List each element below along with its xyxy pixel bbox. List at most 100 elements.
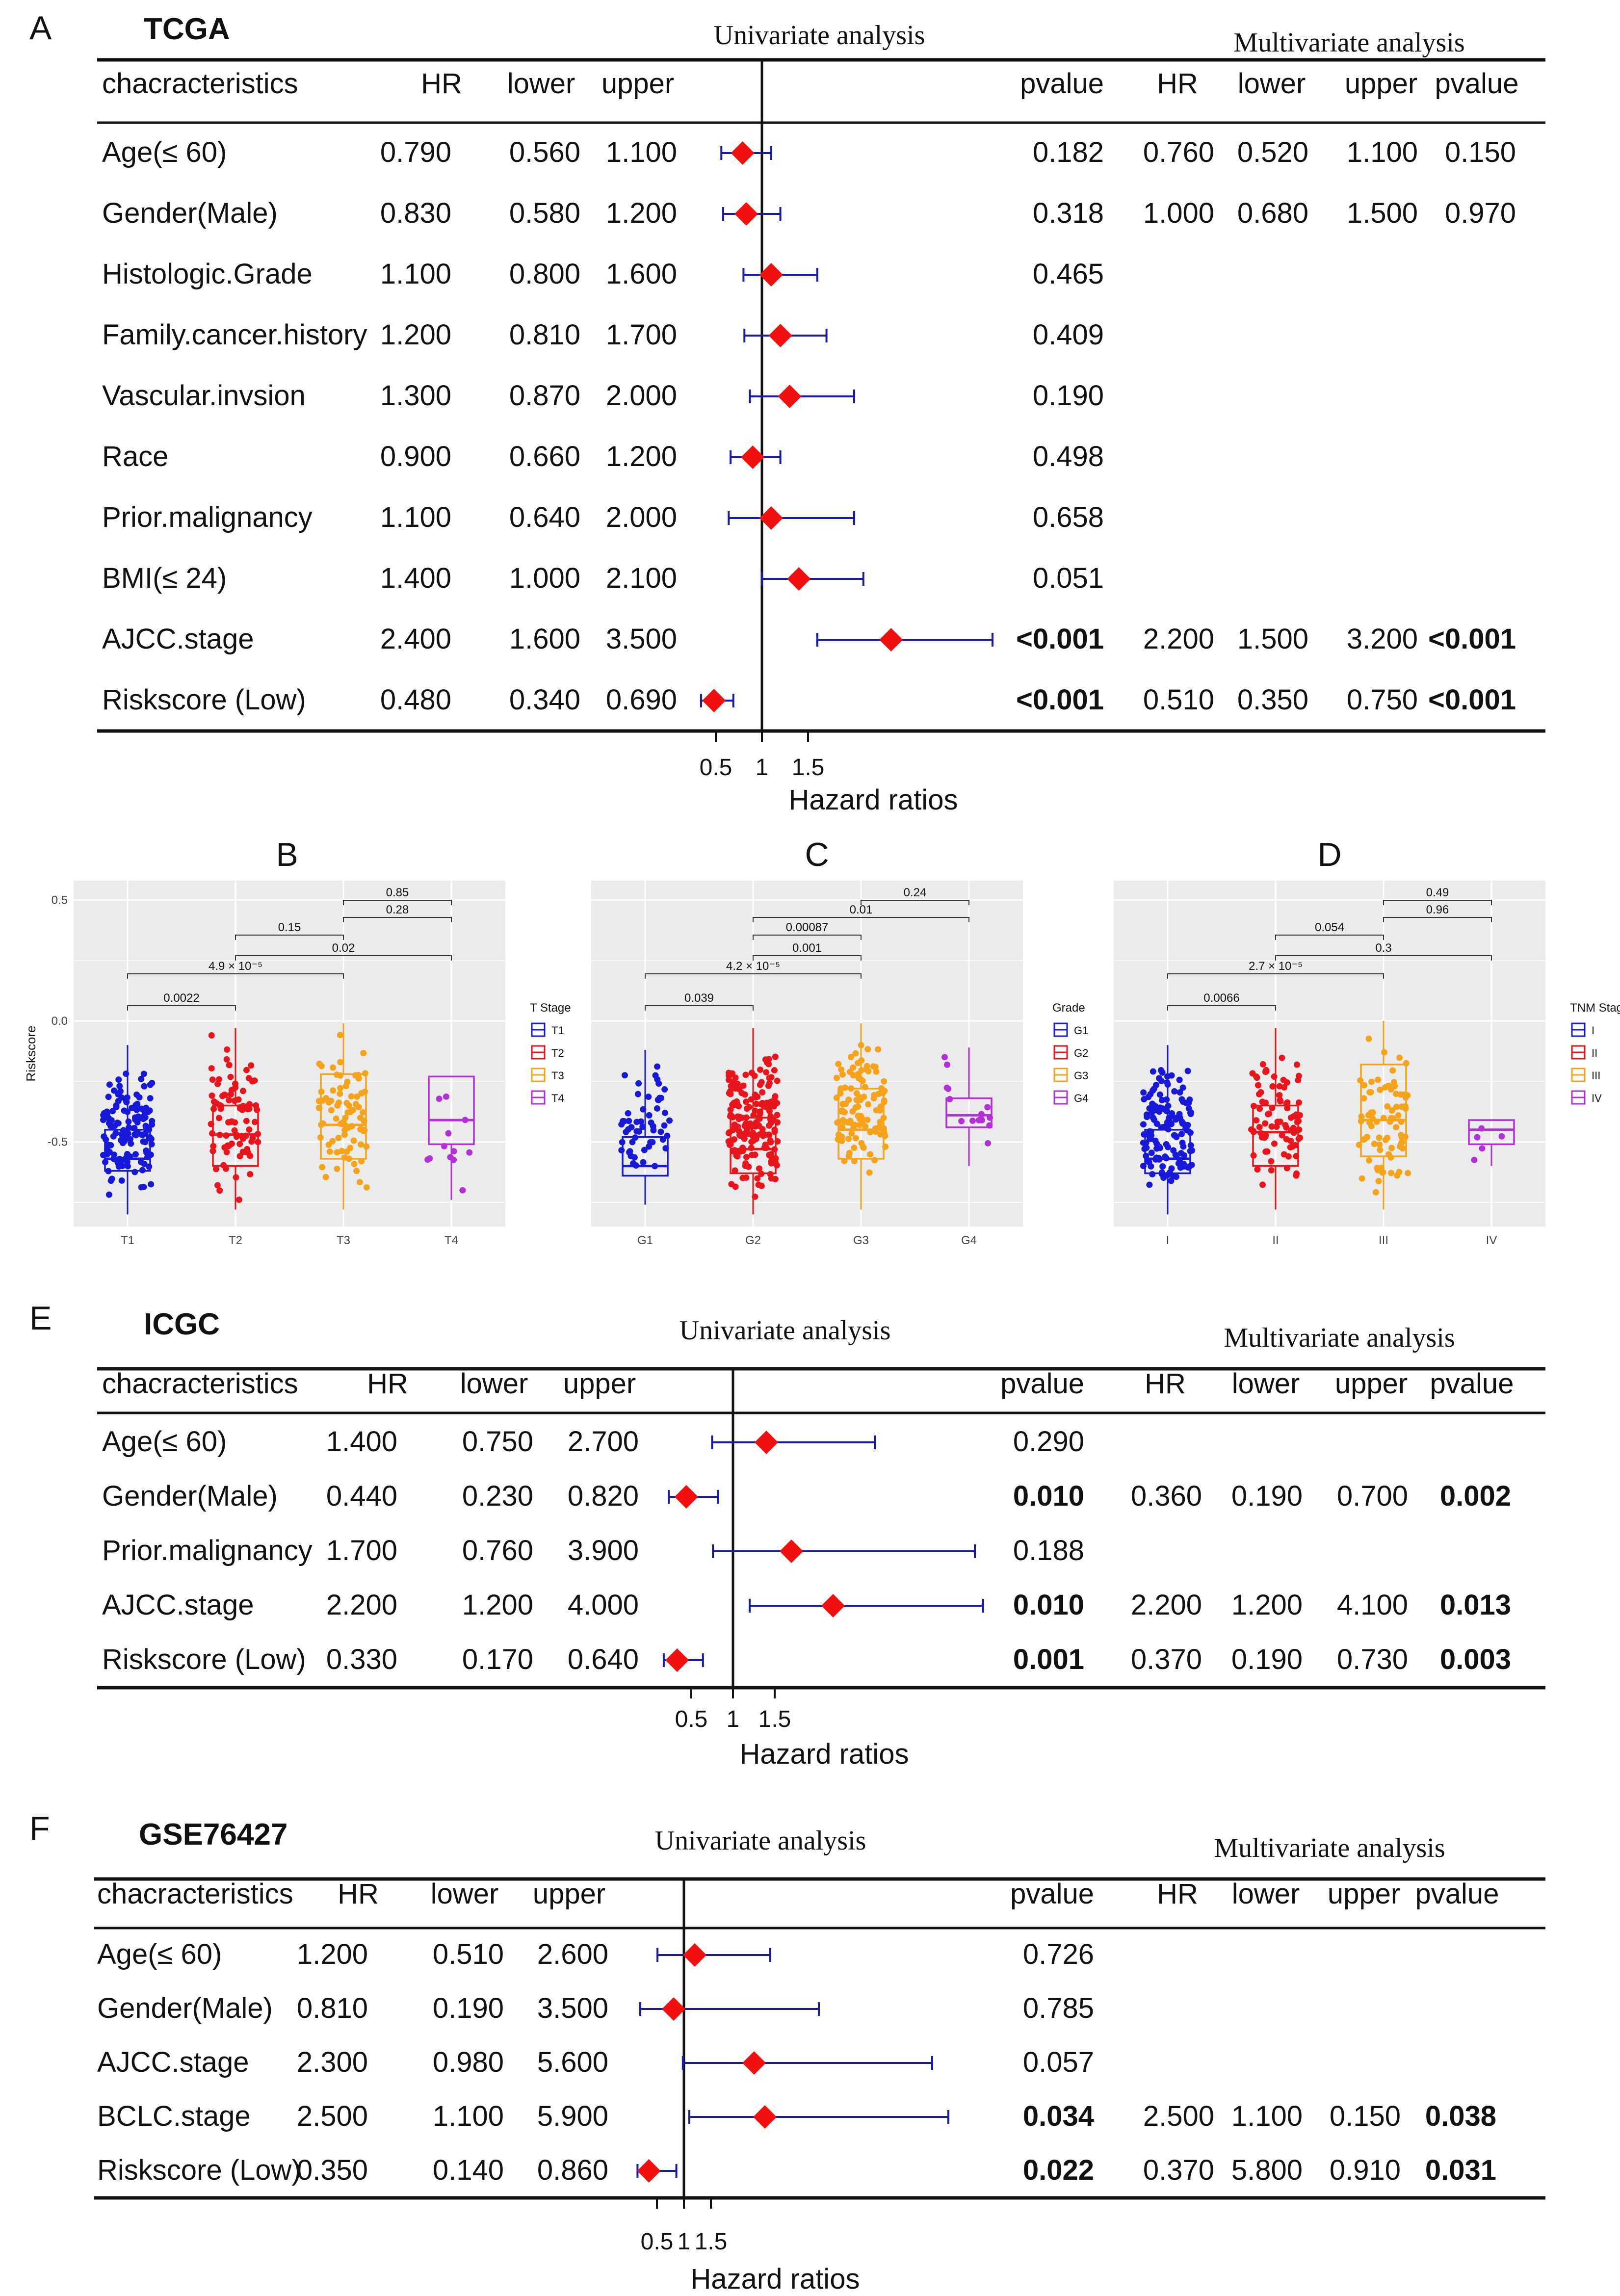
x-tick-label: T4	[444, 1234, 458, 1247]
row-upper: 0.860	[537, 2154, 608, 2186]
comparison-bracket: 0.00087	[753, 921, 862, 940]
bracket-line	[1383, 917, 1492, 922]
box-panel-c: C G1 G2 G3 G4 0.039 4.2 × 10⁻⁵ 0.001 0.00087 0.01…	[591, 836, 1088, 1247]
data-point	[341, 1131, 348, 1138]
data-point	[633, 1119, 640, 1125]
data-point	[348, 1093, 355, 1100]
data-point	[1283, 1124, 1290, 1131]
data-point	[640, 1159, 647, 1166]
row-upper: 5.600	[537, 2046, 608, 2078]
row-upper: 0.820	[568, 1480, 639, 1512]
box-body	[1252, 1104, 1299, 1167]
forest-panel-icgc: E ICGC Univariate analysis Multivariate ana…	[29, 1300, 1545, 1770]
data-point	[969, 1117, 976, 1124]
row-characteristic: Race	[102, 441, 168, 472]
row-hr: 0.350	[297, 2154, 368, 2186]
data-point	[1287, 1137, 1294, 1144]
data-point	[116, 1083, 123, 1090]
data-point	[750, 1137, 757, 1144]
data-point	[221, 1091, 228, 1098]
data-point	[1360, 1095, 1367, 1102]
data-point	[1156, 1075, 1163, 1082]
data-point	[627, 1148, 633, 1155]
table-row: AJCC.stage 2.300 0.980 5.600 0.057	[97, 2046, 1094, 2078]
data-point	[881, 1078, 888, 1085]
box-ii: II	[1248, 1028, 1304, 1247]
data-point	[1146, 1181, 1153, 1188]
row-multi-lower: 0.680	[1237, 197, 1308, 229]
data-point	[1384, 1103, 1391, 1110]
row-pvalue: 0.022	[1023, 2154, 1094, 2186]
data-point	[445, 1130, 452, 1137]
data-point	[349, 1107, 356, 1114]
data-point	[1295, 1099, 1302, 1106]
data-point	[838, 1108, 845, 1115]
row-multi-upper: 0.700	[1337, 1480, 1408, 1512]
data-point	[1140, 1089, 1147, 1096]
row-hr: 1.200	[297, 1938, 368, 1970]
comparison-pvalue: 4.2 × 10⁻⁵	[726, 960, 780, 973]
row-characteristic: Prior.malignancy	[102, 501, 313, 533]
data-point	[1382, 1136, 1389, 1143]
data-point	[1144, 1111, 1150, 1118]
legend-title: TNM Stage	[1570, 1001, 1620, 1015]
row-characteristic: Histologic.Grade	[102, 258, 313, 290]
axis-title: Hazard ratios	[740, 1738, 909, 1770]
row-pvalue: <0.001	[1016, 684, 1104, 716]
header-lower: lower	[431, 1878, 499, 1910]
row-multi-upper: 0.910	[1330, 2154, 1401, 2186]
data-point	[648, 1119, 654, 1126]
row-characteristic: Age(≤ 60)	[102, 1426, 227, 1458]
table-row: Gender(Male) 0.440 0.230 0.820 0.010 0.360 0.1…	[102, 1480, 1511, 1512]
data-point	[1176, 1089, 1183, 1096]
box-i: I	[1140, 1045, 1196, 1247]
legend-label: G2	[1074, 1047, 1088, 1059]
data-point	[877, 1119, 884, 1125]
data-point	[118, 1177, 125, 1184]
box-body	[1468, 1119, 1515, 1146]
data-point	[852, 1050, 859, 1057]
data-point	[1140, 1121, 1147, 1128]
row-lower: 0.230	[462, 1480, 533, 1512]
axis-tick-label: 1	[678, 2229, 691, 2255]
data-point	[742, 1071, 749, 1078]
data-point	[328, 1097, 335, 1104]
data-point	[1376, 1134, 1383, 1141]
table-row: Race 0.900 0.660 1.200 0.498	[102, 441, 1104, 472]
data-point	[1271, 1073, 1278, 1080]
box-body	[320, 1073, 367, 1160]
row-lower: 0.580	[509, 197, 580, 229]
box-g3: G3	[833, 1023, 889, 1247]
data-point	[141, 1083, 148, 1090]
data-point	[1163, 1096, 1170, 1103]
data-point	[141, 1106, 148, 1113]
data-point	[757, 1108, 763, 1115]
data-point	[846, 1149, 853, 1156]
header-lower: lower	[507, 68, 575, 100]
data-point	[1274, 1119, 1281, 1125]
panel-letter: B	[276, 836, 298, 873]
data-point	[857, 1116, 863, 1122]
row-pvalue: 0.182	[1033, 136, 1104, 168]
box-g2: G2	[725, 1028, 781, 1247]
data-point	[661, 1086, 668, 1093]
data-point	[739, 1174, 746, 1181]
row-lower: 0.510	[433, 1938, 504, 1970]
data-point	[743, 1153, 750, 1160]
data-point	[354, 1093, 361, 1100]
data-point	[653, 1105, 660, 1112]
data-point	[851, 1145, 858, 1151]
row-pvalue: 0.318	[1033, 197, 1104, 229]
header-hr: HR	[421, 68, 462, 100]
data-point	[865, 1068, 872, 1075]
row-upper: 1.100	[606, 136, 677, 168]
panel-letter: F	[29, 1810, 50, 1847]
data-point	[1295, 1077, 1302, 1084]
comparison-pvalue: 0.001	[792, 941, 822, 955]
box-g4: G4	[941, 1047, 993, 1247]
data-point	[877, 1103, 884, 1110]
data-point	[1256, 1105, 1263, 1112]
x-tick-label: G2	[745, 1234, 761, 1247]
box-iv: IV	[1468, 1119, 1515, 1247]
row-characteristic: AJCC.stage	[102, 623, 254, 655]
